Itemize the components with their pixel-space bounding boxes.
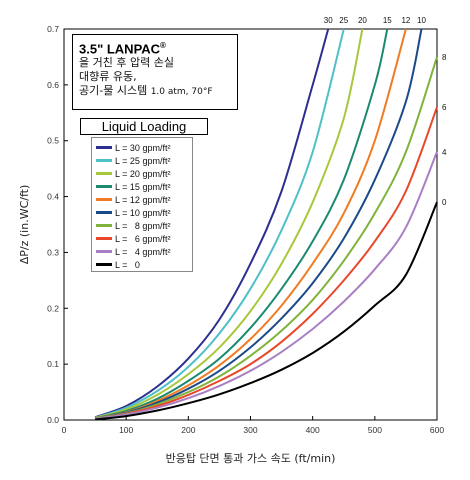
legend-label: L = 30 gpm/ft² — [115, 142, 171, 153]
info-conditions: 1.0 atm, 70°F — [150, 87, 213, 98]
series-end-label: 20 — [358, 16, 367, 25]
chart-info-box: 3.5" LANPAC® 을 거친 후 압력 손실 대향류 유동, 공기-물 시… — [72, 34, 238, 110]
series-end-label: 4 — [442, 148, 447, 157]
legend: L = 30 gpm/ft² L = 25 gpm/ft² L = 20 gpm/f… — [91, 137, 193, 272]
legend-swatch — [96, 237, 112, 240]
legend-label: L = 15 gpm/ft² — [115, 181, 171, 192]
series-line-7 — [94, 106, 438, 420]
legend-title: Liquid Loading — [80, 118, 208, 135]
series-line-6 — [94, 56, 438, 420]
legend-item: L = 30 gpm/ft² — [96, 141, 188, 154]
x-tick-label: 600 — [430, 425, 444, 435]
legend-item: L = 10 gpm/ft² — [96, 206, 188, 219]
legend-item: L = 6 gpm/ft² — [96, 232, 188, 245]
legend-label: L = 12 gpm/ft² — [115, 194, 171, 205]
legend-swatch — [96, 250, 112, 253]
info-line-1: 을 거친 후 압력 손실 — [79, 56, 174, 70]
legend-label: L = 10 gpm/ft² — [115, 207, 171, 218]
info-line-2: 대향류 유동, — [79, 70, 137, 84]
x-tick-label: 400 — [306, 425, 320, 435]
legend-swatch — [96, 198, 112, 201]
y-tick-label: 0.0 — [47, 415, 59, 425]
y-axis-label: ΔP/z (in.WC/ft) — [18, 185, 31, 265]
legend-item: L = 12 gpm/ft² — [96, 193, 188, 206]
x-tick-label: 100 — [119, 425, 133, 435]
x-tick-label: 200 — [181, 425, 195, 435]
y-tick-label: 0.3 — [47, 247, 59, 257]
series-line-9 — [95, 201, 438, 421]
legend-swatch — [96, 146, 112, 149]
series-end-label: 6 — [442, 103, 447, 112]
y-tick-label: 0.1 — [47, 359, 59, 369]
legend-item: L = 20 gpm/ft² — [96, 167, 188, 180]
top-labels-layer: 30 25 20 15 12 10 8 6 4 0 — [324, 16, 447, 207]
info-line-3: 공기-물 시스템 1.0 atm, 70°F — [79, 84, 231, 99]
x-axis-label: 반응탑 단면 통과 가스 속도 (ft/min) — [166, 452, 336, 465]
legend-label: L = 6 gpm/ft² — [115, 233, 171, 244]
series-end-label: 8 — [442, 53, 447, 62]
registered-mark: ® — [160, 41, 166, 50]
legend-label: L = 20 gpm/ft² — [115, 168, 171, 179]
x-tick-label: 300 — [243, 425, 257, 435]
series-line-4 — [94, 28, 407, 420]
legend-swatch — [96, 211, 112, 214]
series-end-label: 0 — [442, 198, 447, 207]
y-tick-label: 0.7 — [47, 24, 59, 34]
legend-swatch — [96, 159, 112, 162]
series-line-0 — [94, 28, 330, 419]
series-end-label: 10 — [417, 16, 426, 25]
series-end-label: 30 — [324, 16, 333, 25]
series-end-label: 12 — [401, 16, 410, 25]
legend-swatch — [96, 263, 112, 266]
y-tick-label: 0.5 — [47, 136, 59, 146]
info-line-3-text: 공기-물 시스템 — [79, 84, 148, 98]
x-tick-label: 0 — [62, 425, 67, 435]
legend-item: L = 4 gpm/ft² — [96, 245, 188, 258]
legend-swatch — [96, 172, 112, 175]
info-title: 3.5" LANPAC® — [79, 38, 231, 56]
series-line-3 — [94, 28, 389, 420]
x-tick-label: 500 — [368, 425, 382, 435]
legend-label: L = 8 gpm/ft² — [115, 220, 171, 231]
series-line-5 — [94, 28, 423, 420]
series-line-8 — [94, 151, 438, 420]
legend-item: L = 0 — [96, 258, 188, 271]
info-title-text: 3.5" LANPAC — [79, 41, 161, 57]
y-tick-label: 0.2 — [47, 303, 59, 313]
legend-label: L = 0 — [115, 259, 140, 270]
series-layer — [94, 28, 438, 421]
series-line-1 — [94, 28, 345, 419]
legend-label: L = 25 gpm/ft² — [115, 155, 171, 166]
series-end-label: 15 — [383, 16, 392, 25]
legend-item: L = 25 gpm/ft² — [96, 154, 188, 167]
y-tick-label: 0.4 — [47, 192, 59, 202]
legend-swatch — [96, 224, 112, 227]
legend-item: L = 8 gpm/ft² — [96, 219, 188, 232]
legend-label: L = 4 gpm/ft² — [115, 246, 171, 257]
ticks-layer: 0 100 200 300 400 500 600 0.0 0.1 0.2 0.3 0.4 0.5 0.6… — [47, 24, 444, 435]
series-line-2 — [94, 28, 364, 419]
legend-swatch — [96, 185, 112, 188]
series-end-label: 25 — [339, 16, 348, 25]
y-tick-label: 0.6 — [47, 80, 59, 90]
legend-item: L = 15 gpm/ft² — [96, 180, 188, 193]
